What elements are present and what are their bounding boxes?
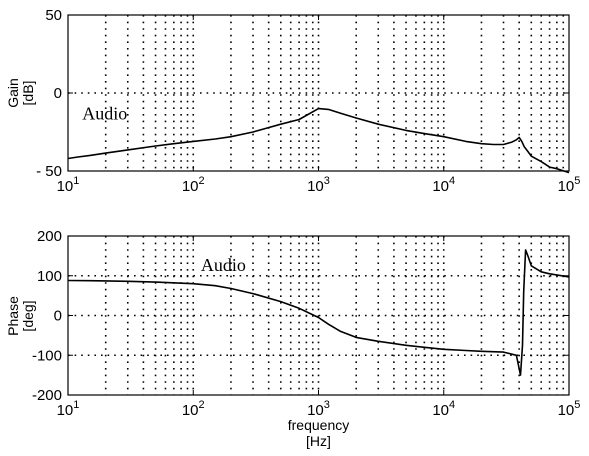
x-axis-label-line: frequency xyxy=(288,417,349,433)
series-line xyxy=(67,107,570,174)
x-tick-label: 101 xyxy=(57,399,80,419)
y-axis-label-line: [dB] xyxy=(20,81,36,106)
x-tick-label: 102 xyxy=(182,175,205,195)
annotation-audio: Audio xyxy=(201,255,246,275)
y-axis-label-line: Phase xyxy=(5,296,21,336)
y-tick-label: 0 xyxy=(54,308,62,325)
y-axis-label-line: [deg] xyxy=(20,300,36,331)
x-tick-label: 102 xyxy=(182,399,205,419)
y-axis-label: Phase[deg] xyxy=(5,296,36,336)
grid xyxy=(68,236,569,395)
x-axis-label: frequency [Hz] xyxy=(288,417,349,449)
x-tick-exponent: 2 xyxy=(199,399,205,411)
x-tick-base: 10 xyxy=(558,178,575,195)
x-tick-base: 10 xyxy=(432,178,449,195)
y-tick-label: 200 xyxy=(37,228,62,245)
x-tick-base: 10 xyxy=(57,178,74,195)
x-tick-exponent: 2 xyxy=(199,175,205,187)
y-tick-label: -200 xyxy=(32,387,62,404)
x-tick-label: 103 xyxy=(307,399,330,419)
x-tick-label: 105 xyxy=(558,175,581,195)
x-tick-base: 10 xyxy=(558,402,575,419)
x-tick-exponent: 4 xyxy=(449,399,455,411)
x-tick-exponent: 1 xyxy=(73,399,79,411)
x-tick-exponent: 3 xyxy=(324,399,330,411)
x-tick-exponent: 1 xyxy=(73,175,79,187)
x-tick-label: 103 xyxy=(307,175,330,195)
phase-chart: 101 102 103 104 1052001000-100-200Phase[deg]… xyxy=(5,228,580,449)
y-axis-label: Gain[dB] xyxy=(5,78,36,108)
y-tick-label: 100 xyxy=(37,268,62,285)
x-tick-exponent: 5 xyxy=(574,399,580,411)
x-tick-label: 104 xyxy=(432,175,455,195)
y-tick-label: 50 xyxy=(45,7,62,24)
x-tick-exponent: 3 xyxy=(324,175,330,187)
x-tick-base: 10 xyxy=(432,402,449,419)
x-tick-base: 10 xyxy=(307,402,324,419)
y-tick-label: 0 xyxy=(54,85,62,102)
x-tick-base: 10 xyxy=(182,402,199,419)
x-tick-base: 10 xyxy=(182,178,199,195)
annotation-audio: Audio xyxy=(82,104,127,124)
y-axis-label-line: Gain xyxy=(5,78,21,108)
x-tick-exponent: 5 xyxy=(574,175,580,187)
series-line xyxy=(67,249,570,376)
y-tick-label: -100 xyxy=(32,347,62,364)
x-axis-label-line: [Hz] xyxy=(306,433,331,449)
x-tick-label: 101 xyxy=(57,175,80,195)
x-tick-exponent: 4 xyxy=(449,175,455,187)
x-tick-base: 10 xyxy=(57,402,74,419)
y-tick-label: - 50 xyxy=(36,163,62,180)
x-tick-label: 104 xyxy=(432,399,455,419)
x-tick-base: 10 xyxy=(307,178,324,195)
x-tick-label: 105 xyxy=(558,399,581,419)
